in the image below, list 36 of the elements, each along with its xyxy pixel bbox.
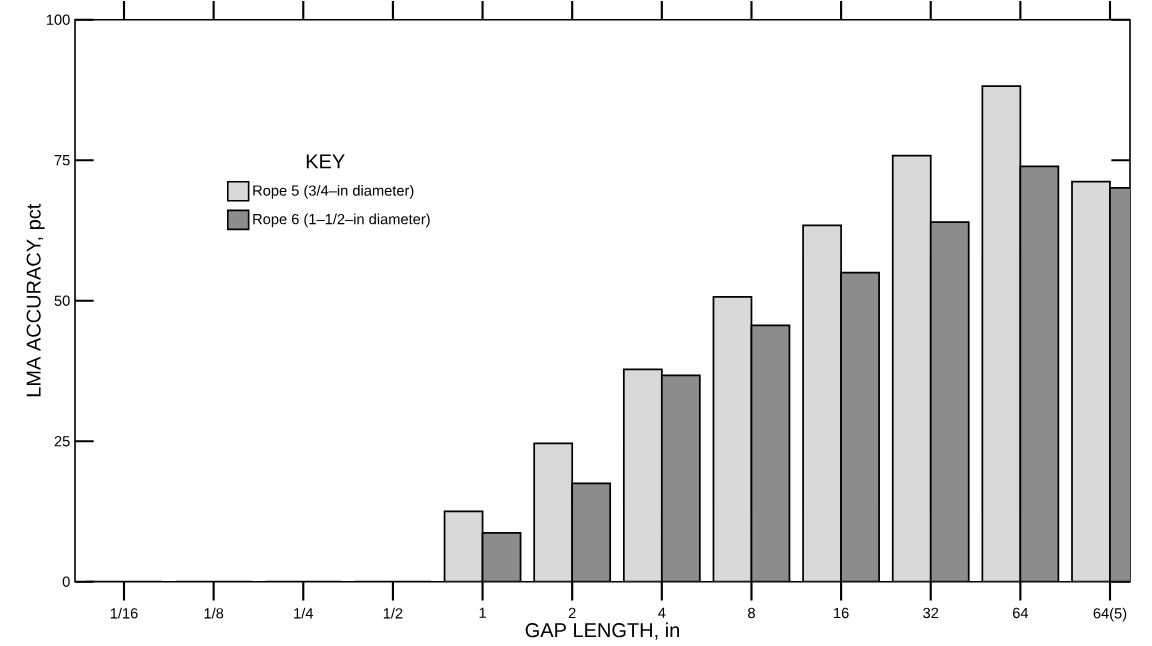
y-axis-title: LMA ACCURACY, pct — [26, 203, 45, 397]
x-tick-label: 1/4 — [294, 607, 314, 619]
bar — [534, 443, 573, 582]
bar — [1020, 166, 1059, 582]
y-tick-label: 100 — [46, 14, 70, 26]
bar — [841, 272, 880, 582]
x-tick-label: 16 — [834, 607, 849, 619]
bar — [623, 369, 662, 582]
x-tick-label: 64(5) — [1093, 607, 1127, 622]
x-tick-label: 1/16 — [110, 607, 138, 619]
bar — [930, 222, 969, 582]
bar — [482, 532, 521, 582]
bar — [444, 511, 483, 582]
x-axis-title: GAP LENGTH, in — [525, 622, 679, 640]
x-tick-label: 1 — [479, 607, 486, 618]
x-tick-label: 64 — [1012, 607, 1029, 619]
bar — [892, 155, 931, 582]
y-tick-label: 0 — [62, 576, 70, 588]
y-tick-label: 75 — [54, 155, 70, 166]
bar — [803, 225, 842, 582]
legend-title: KEY — [306, 154, 345, 169]
x-tick-label: 1/8 — [204, 607, 224, 619]
x-tick-label: 32 — [923, 607, 939, 619]
x-tick-label: 8 — [748, 607, 755, 619]
bar — [982, 86, 1021, 582]
y-tick-label: 25 — [54, 436, 70, 447]
bar — [572, 483, 611, 582]
legend-label: Rope 6 (1–1/2–in diameter) — [253, 213, 430, 228]
bar — [751, 325, 790, 582]
x-tick-label: 4 — [658, 607, 666, 618]
legend-label: Rope 5 (3/4–in diameter) — [253, 185, 414, 199]
bar — [713, 296, 752, 582]
x-tick-label: 2 — [568, 607, 576, 619]
bar — [661, 375, 700, 582]
x-tick-label: 1/2 — [383, 607, 403, 619]
y-tick-label: 50 — [54, 295, 70, 307]
